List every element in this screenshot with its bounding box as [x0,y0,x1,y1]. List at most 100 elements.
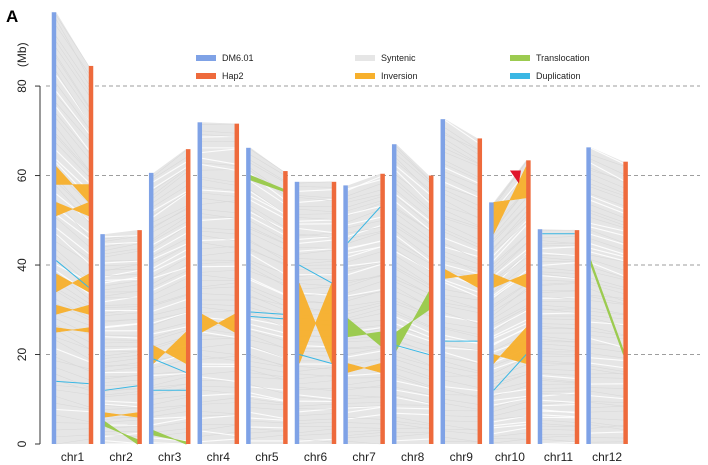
syntenic-link [542,252,575,257]
syntenic-link [542,271,575,274]
syntenic-link [202,189,235,193]
syntenic-link [493,438,527,440]
syntenic-link [56,25,89,74]
syntenic-link [299,396,332,401]
syntenic-link [250,426,284,429]
syntenic-link [396,269,430,289]
syntenic-link [396,231,430,257]
syntenic-link [493,421,527,427]
syntenic-link [202,425,235,431]
bar-chr11-hap2 [574,230,580,444]
syntenic-link [542,254,575,257]
syntenic-link [299,233,332,238]
syntenic-link [153,206,187,223]
syntenic-link [202,393,235,397]
syntenic-link [493,243,527,275]
syntenic-link [153,267,187,279]
syntenic-link [493,385,527,397]
syntenic-link [299,250,332,255]
syntenic-link [56,299,89,318]
bar-chr12-hap2 [623,161,628,445]
bar-chr1-dm601 [51,12,57,444]
syntenic-link [104,391,138,396]
syntenic-link [396,376,430,388]
syntenic-link [104,440,138,444]
syntenic-link [56,389,89,395]
syntenic-link [202,282,235,288]
syntenic-link [542,246,575,250]
syntenic-link [153,150,187,177]
syntenic-link [590,167,624,183]
syntenic-link [299,283,332,287]
syntenic-link [590,284,624,294]
syntenic-link [590,271,624,280]
syntenic-link [590,251,624,262]
syntenic-link [493,298,527,319]
syntenic-link [250,296,284,306]
syntenic-link [444,186,478,198]
syntenic-link [202,293,235,296]
syntenic-link [590,437,624,439]
syntenic-link [250,191,284,213]
syntenic-link [202,438,235,443]
bar-chr5-dm601 [246,147,251,444]
syntenic-link [299,217,332,220]
syntenic-link [444,223,478,240]
marker-triangle [509,170,521,184]
syntenic-link [104,309,138,314]
category-label: chr4 [207,450,231,464]
syntenic-link [396,316,430,333]
syntenic-link [55,214,90,240]
syntenic-link [493,307,527,326]
syntenic-link [202,355,235,361]
syntenic-link [153,286,187,301]
syntenic-link [202,227,235,231]
syntenic-link [396,394,430,404]
syntenic-link [542,275,575,279]
syntenic-link [202,169,235,171]
syntenic-link [104,236,138,242]
syntenic-link [250,402,284,406]
syntenic-link [396,183,430,212]
syntenic-link [493,407,527,417]
syntenic-link [396,412,429,416]
syntenic-link [542,267,575,272]
syntenic-link [104,358,138,364]
syntenic-link [396,387,430,395]
syntenic-link [396,397,430,405]
syntenic-link [444,352,478,363]
syntenic-link [153,193,187,215]
syntenic-link [590,195,624,210]
legend-label: Inversion [381,71,418,81]
syntenic-link [104,400,138,404]
syntenic-link [542,428,575,431]
syntenic-link [250,279,284,295]
bar-chr6-hap2 [331,181,337,444]
syntenic-link [347,216,381,226]
syntenic-link [202,197,235,203]
syntenic-link [590,226,624,236]
syntenic-link [202,334,235,338]
syntenic-link [347,246,381,254]
syntenic-link [104,375,138,378]
syntenic-link [396,380,430,389]
syntenic-link [542,336,575,341]
syntenic-link [104,348,138,351]
syntenic-link [104,278,138,281]
syntenic-link [153,209,187,227]
syntenic-link [153,428,186,433]
syntenic-link [56,64,89,112]
syntenic-link [153,217,187,239]
syntenic-link [250,181,284,204]
syntenic-link [493,225,527,261]
syntenic-link [493,398,527,406]
syntenic-link [493,162,527,208]
syntenic-link [444,279,478,293]
syntenic-link [444,132,478,155]
y-tick-label: 80 [15,79,29,93]
syntenic-link [590,296,624,304]
category-label: chr5 [255,450,279,464]
syntenic-link [56,217,89,247]
syntenic-link [202,402,235,405]
syntenic-link [55,233,90,264]
